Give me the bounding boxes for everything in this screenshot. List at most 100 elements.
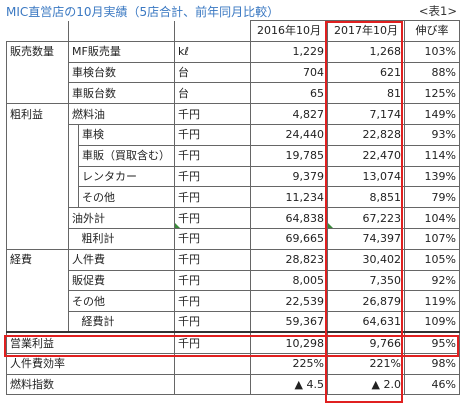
value-2017: 7,174	[327, 103, 405, 125]
table-row: 経費 人件費 千円 28,823 30,402 105%	[6, 248, 460, 271]
growth-rate: 79%	[404, 186, 460, 209]
row-item: レンタカー	[78, 165, 175, 188]
growth-rate: 46%	[404, 373, 460, 396]
value-2017: 30,402	[327, 248, 405, 271]
value-2016: 69,665	[250, 227, 328, 250]
value-2017: 9,766	[327, 331, 405, 354]
growth-rate: 93%	[404, 123, 460, 146]
value-2017: 67,223	[327, 207, 405, 229]
row-item: 粗利計	[78, 227, 175, 250]
growth-rate: 105%	[404, 248, 460, 271]
row-item: MF販売量	[68, 40, 175, 63]
growth-rate: 139%	[404, 165, 460, 188]
value-2016: 704	[250, 61, 328, 84]
row-unit: 千円	[174, 269, 251, 292]
table-row: 人件費効率 225% 221% 98%	[6, 352, 460, 375]
row-unit: 千円	[174, 227, 251, 250]
row-unit: 千円	[174, 165, 251, 188]
growth-rate: 98%	[404, 352, 460, 375]
value-2017: 13,074	[327, 165, 405, 188]
column-header-2017: 2017年10月	[327, 20, 405, 42]
results-table: 2016年10月 2017年10月 伸び率 販売数量 MF販売量 kℓ 1,22…	[6, 20, 460, 396]
row-item: 車販台数	[68, 82, 175, 105]
value-2017: 621	[327, 61, 405, 84]
growth-rate: 149%	[404, 103, 460, 125]
value-2016: 24,440	[250, 123, 328, 146]
table-row: 車販台数 台 65 81 125%	[6, 82, 460, 105]
growth-rate: 109%	[404, 311, 460, 333]
growth-rate: 92%	[404, 269, 460, 292]
value-2017: 22,828	[327, 123, 405, 146]
column-header-growth: 伸び率	[404, 20, 460, 42]
value-2017: 64,631	[327, 311, 405, 333]
growth-rate: 119%	[404, 290, 460, 313]
table-row: 粗利計 千円 69,665 74,397 107%	[6, 227, 460, 250]
table-reference-label: <表1>	[418, 4, 457, 18]
value-2016: ▲ 4.5	[250, 373, 328, 396]
table-row: 経費計 千円 59,367 64,631 109%	[6, 311, 460, 333]
table-row: 販売数量 MF販売量 kℓ 1,229 1,268 103%	[6, 40, 460, 63]
row-unit	[174, 352, 251, 375]
growth-rate: 88%	[404, 61, 460, 84]
row-unit: kℓ	[174, 40, 251, 63]
value-2016: 19,785	[250, 144, 328, 167]
growth-rate: 104%	[404, 207, 460, 229]
value-2017: 22,470	[327, 144, 405, 167]
value-2016: 59,367	[250, 311, 328, 333]
growth-rate: 103%	[404, 40, 460, 63]
table-title: MIC直営店の10月実績（5店合計、前年同月比較）	[6, 5, 280, 19]
table-row: 粗利益 燃料油 千円 4,827 7,174 149%	[6, 103, 460, 125]
row-unit: 千円	[174, 144, 251, 167]
value-2016: 64,838	[250, 207, 328, 229]
row-item: その他	[68, 290, 175, 313]
table-row: 油外計 千円 64,838 67,223 104%	[6, 207, 460, 229]
row-item: 車販（買取含む）	[78, 144, 175, 167]
table-row: レンタカー 千円 9,379 13,074 139%	[6, 165, 460, 188]
value-2016: 11,234	[250, 186, 328, 209]
row-category: 販売数量	[6, 40, 69, 63]
row-category: 燃料指数	[6, 373, 175, 396]
row-unit: 台	[174, 82, 251, 105]
table-row: 車検台数 台 704 621 88%	[6, 61, 460, 84]
column-header-2016: 2016年10月	[250, 20, 328, 42]
value-2017: 7,350	[327, 269, 405, 292]
table-row: 営業利益 千円 10,298 9,766 95%	[6, 331, 460, 354]
row-unit: 千円	[174, 290, 251, 313]
table-row: その他 千円 22,539 26,879 119%	[6, 290, 460, 313]
value-2017: 26,879	[327, 290, 405, 313]
value-2017: 74,397	[327, 227, 405, 250]
row-unit: 千円	[174, 248, 251, 271]
row-category: 粗利益	[6, 103, 69, 125]
table-row: 販促費 千円 8,005 7,350 92%	[6, 269, 460, 292]
table-row: その他 千円 11,234 8,851 79%	[6, 186, 460, 209]
table-row: 燃料指数 ▲ 4.5 ▲ 2.0 46%	[6, 373, 460, 396]
growth-rate: 114%	[404, 144, 460, 167]
value-2017: 81	[327, 82, 405, 105]
row-item: 販促費	[68, 269, 175, 292]
value-2017: ▲ 2.0	[327, 373, 405, 396]
value-2017: 1,268	[327, 40, 405, 63]
row-unit: 千円	[174, 186, 251, 209]
value-2016: 9,379	[250, 165, 328, 188]
row-unit: 千円	[174, 103, 251, 125]
row-item: 車検台数	[68, 61, 175, 84]
row-unit: 台	[174, 61, 251, 84]
row-category: 経費	[6, 248, 69, 271]
value-2016: 65	[250, 82, 328, 105]
value-2016: 225%	[250, 352, 328, 375]
value-2016: 28,823	[250, 248, 328, 271]
row-unit: 千円	[174, 207, 251, 229]
row-unit: 千円	[174, 123, 251, 146]
growth-rate: 107%	[404, 227, 460, 250]
row-item: 車検	[78, 123, 175, 146]
value-2016: 4,827	[250, 103, 328, 125]
table-row: 車検 千円 24,440 22,828 93%	[6, 123, 460, 146]
value-2016: 1,229	[250, 40, 328, 63]
value-2016: 10,298	[250, 331, 328, 354]
value-2016: 8,005	[250, 269, 328, 292]
value-2017: 221%	[327, 352, 405, 375]
growth-rate: 125%	[404, 82, 460, 105]
row-unit: 千円	[174, 311, 251, 333]
value-2017: 8,851	[327, 186, 405, 209]
header-row: 2016年10月 2017年10月 伸び率	[6, 20, 460, 42]
